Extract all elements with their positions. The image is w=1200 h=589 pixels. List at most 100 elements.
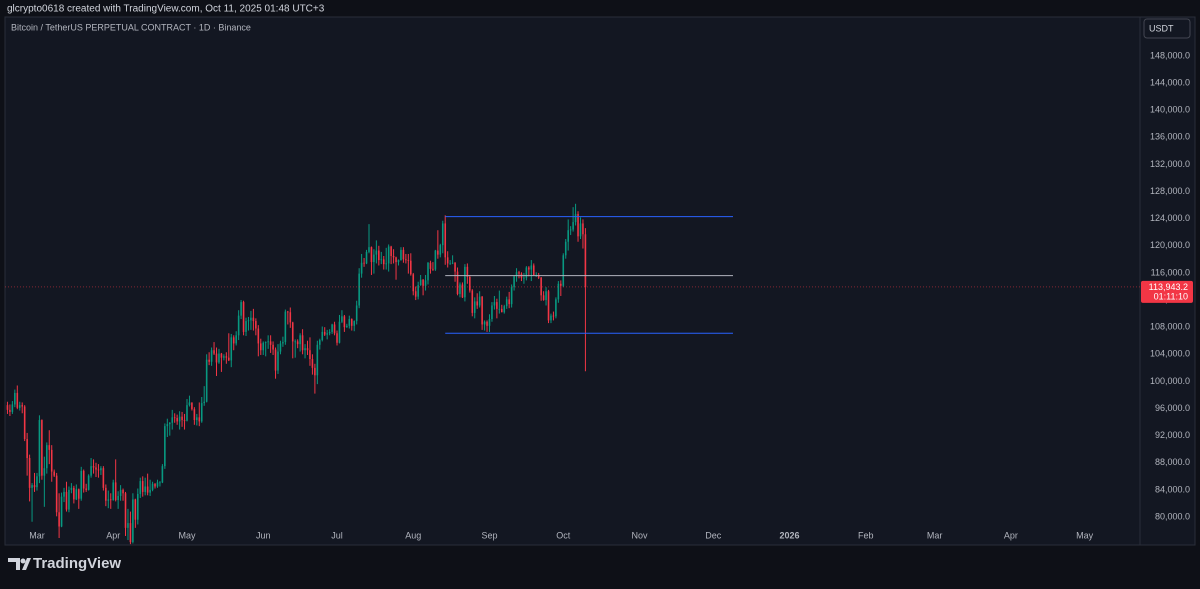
candle-body <box>306 348 309 351</box>
candle-body <box>146 486 149 493</box>
candle-body <box>166 424 169 427</box>
x-tick-label: May <box>1076 530 1094 540</box>
candle-body <box>90 466 92 476</box>
candle-body <box>107 499 110 501</box>
candle-body <box>500 308 503 313</box>
candle-body <box>269 341 272 345</box>
candle-body <box>23 406 26 440</box>
candle-body <box>451 262 454 264</box>
candle-body <box>181 416 183 421</box>
candle-body <box>198 417 201 422</box>
candle-body <box>395 257 397 263</box>
candle-body <box>503 306 506 313</box>
candle-body <box>154 483 156 487</box>
candle-body <box>567 230 569 242</box>
candle-body <box>176 418 178 422</box>
candle-body <box>144 486 146 492</box>
candle-body <box>454 262 456 272</box>
candle-body <box>279 343 282 352</box>
candle-body <box>378 250 380 261</box>
candle-body <box>562 255 565 286</box>
candle-body <box>368 247 370 252</box>
candle-body <box>346 325 348 328</box>
candle-body <box>80 470 83 499</box>
x-tick-label: Mar <box>927 530 943 540</box>
x-tick-label: Jul <box>331 530 343 540</box>
candle-body <box>473 301 476 313</box>
candle-body <box>572 222 574 230</box>
candle-body <box>164 426 166 467</box>
candle-body <box>55 475 58 513</box>
candle-body <box>264 342 267 343</box>
x-tick-label: Mar <box>29 530 45 540</box>
candle-body <box>387 246 390 264</box>
candle-body <box>496 302 498 309</box>
candle-body <box>287 311 289 313</box>
candle-body <box>247 320 250 322</box>
candle-body <box>341 316 343 322</box>
y-tick-label: 136,000.0 <box>1150 132 1190 142</box>
candle-body <box>385 263 388 265</box>
candle-body <box>434 250 437 270</box>
x-tick-label: Apr <box>106 530 120 540</box>
candle-body <box>168 422 171 425</box>
candle-body <box>309 350 311 360</box>
candle-body <box>65 491 68 510</box>
last-price-box <box>1141 280 1193 303</box>
candle-body <box>370 247 373 263</box>
candle-body <box>424 280 427 286</box>
candle-body <box>203 401 206 404</box>
candle-body <box>449 263 451 265</box>
last-price-label: 113,943.2 <box>1149 282 1188 292</box>
candle-body <box>358 273 360 306</box>
candle-body <box>210 350 213 362</box>
candle-body <box>223 356 225 358</box>
candle-body <box>552 315 555 317</box>
candle-body <box>446 257 449 264</box>
candle-body <box>380 259 383 261</box>
candle-body <box>208 359 210 362</box>
candle-body <box>228 357 230 361</box>
candle-body <box>257 328 260 344</box>
candle-body <box>432 268 434 270</box>
candle-body <box>60 496 63 527</box>
candle-body <box>328 331 331 334</box>
candle-body <box>444 223 447 258</box>
candle-body <box>36 476 38 488</box>
plot-frame <box>4 16 1196 546</box>
candle-body <box>109 499 112 501</box>
currency-button[interactable] <box>1143 18 1191 39</box>
candle-body <box>323 331 326 335</box>
candle-body <box>68 489 70 510</box>
candle-body <box>141 481 144 492</box>
y-tick-label: 88,000.0 <box>1155 457 1190 467</box>
candle-body <box>542 295 545 301</box>
candle-body <box>518 272 520 274</box>
candle-body <box>582 223 584 235</box>
candle-body <box>316 344 319 376</box>
candle-body <box>289 312 292 323</box>
x-tick-label: Sep <box>481 530 497 540</box>
candle-body <box>360 262 363 274</box>
candle-body <box>156 482 159 487</box>
y-tick-label: 128,000.0 <box>1150 186 1190 196</box>
candle-body <box>417 285 419 297</box>
candle-body <box>419 279 422 286</box>
candle-body <box>311 359 314 368</box>
candle-body <box>304 348 306 351</box>
x-tick-label: Aug <box>405 530 421 540</box>
candle-body <box>225 356 228 358</box>
candle-body <box>439 245 442 255</box>
candle-body <box>200 403 203 422</box>
candle-body <box>564 241 567 256</box>
candle-body <box>105 487 107 501</box>
candle-body <box>242 302 245 332</box>
candle-body <box>314 367 316 376</box>
candle-body <box>277 351 279 371</box>
candle-body <box>186 405 188 421</box>
candle-body <box>31 485 33 488</box>
candle-body <box>205 359 208 402</box>
candle-body <box>338 321 341 343</box>
candle-body <box>405 259 407 261</box>
candle-body <box>464 266 466 298</box>
